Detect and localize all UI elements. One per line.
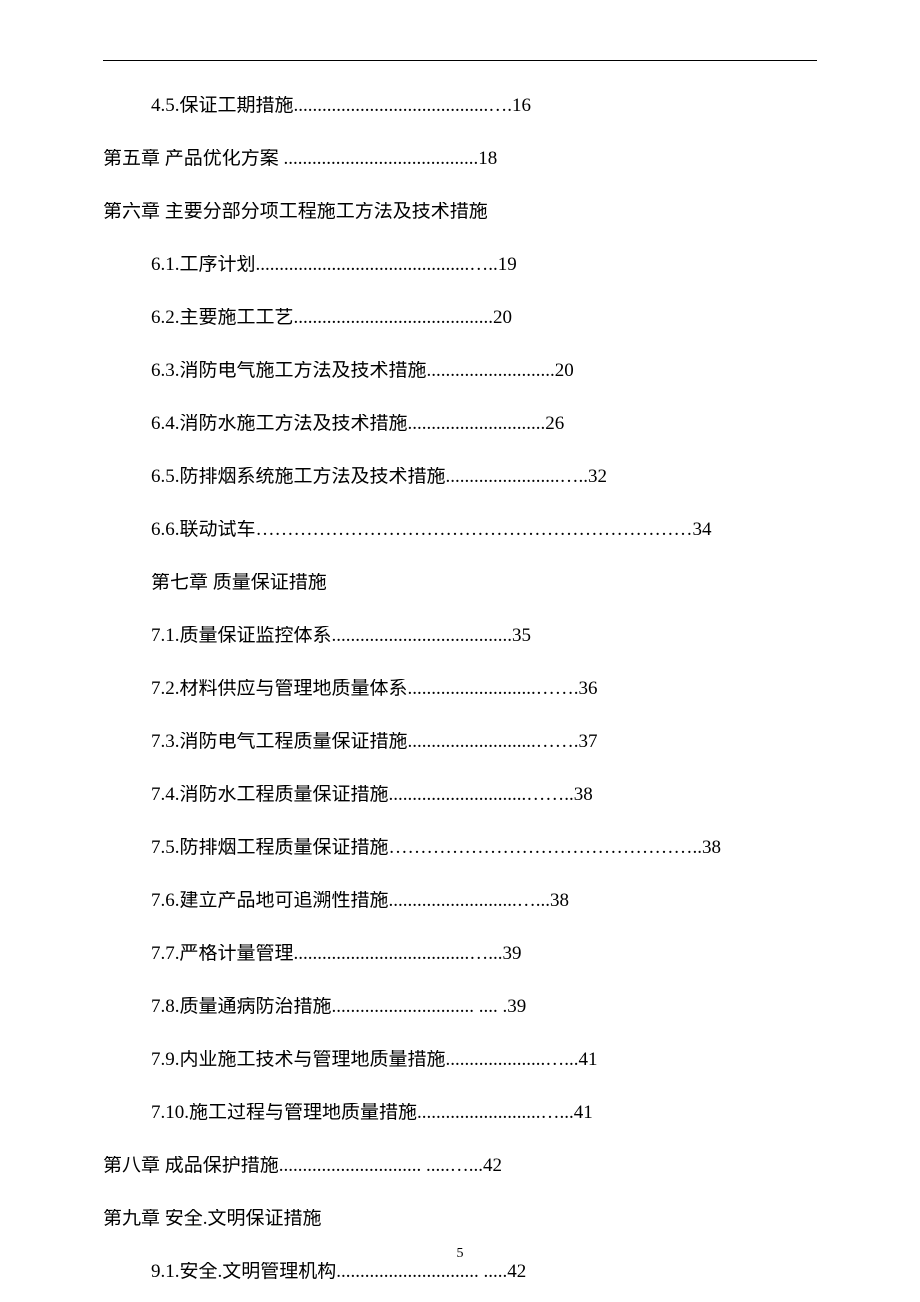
toc-entry: 7.5.防排烟工程质量保证措施…………………………………………..38 <box>103 838 817 857</box>
toc-entry: 7.1.质量保证监控体系............................… <box>103 626 817 645</box>
top-horizontal-rule <box>103 60 817 61</box>
toc-entry: 第八章 成品保护措施..............................… <box>103 1156 817 1175</box>
toc-entry: 7.3.消防电气工程质量保证措施........................… <box>103 732 817 751</box>
table-of-contents: 4.5.保证工期措施..............................… <box>103 96 817 1281</box>
toc-entry: 7.9.内业施工技术与管理地质量措施.....................…… <box>103 1050 817 1069</box>
toc-entry: 7.10.施工过程与管理地质量措施.......................… <box>103 1103 817 1122</box>
toc-entry: 4.5.保证工期措施..............................… <box>103 96 817 115</box>
toc-entry: 6.2.主要施工工艺..............................… <box>103 308 817 327</box>
toc-entry: 第六章 主要分部分项工程施工方法及技术措施 <box>103 202 817 221</box>
toc-entry: 6.1.工序计划................................… <box>103 255 817 274</box>
toc-entry: 6.6.联动试车……………………………………………………………34 <box>103 520 817 539</box>
toc-entry: 7.7.严格计量管理..............................… <box>103 944 817 963</box>
toc-entry: 9.1.安全.文明管理机构...........................… <box>103 1262 817 1281</box>
toc-entry: 7.2.材料供应与管理地质量体系........................… <box>103 679 817 698</box>
toc-entry: 6.3.消防电气施工方法及技术措施.......................… <box>103 361 817 380</box>
toc-entry: 7.6.建立产品地可追溯性措施.........................… <box>103 891 817 910</box>
page-number: 5 <box>0 1246 920 1262</box>
toc-entry: 7.8.质量通病防治措施............................… <box>103 997 817 1016</box>
page-container: 4.5.保证工期措施..............................… <box>0 0 920 1302</box>
toc-entry: 6.4.消防水施工方法及技术措施........................… <box>103 414 817 433</box>
toc-entry: 7.4.消防水工程质量保证措施.........................… <box>103 785 817 804</box>
toc-entry: 6.5.防排烟系统施工方法及技术措施......................… <box>103 467 817 486</box>
toc-entry: 第七章 质量保证措施 <box>103 573 817 592</box>
toc-entry: 第九章 安全.文明保证措施 <box>103 1209 817 1228</box>
toc-entry: 第五章 产品优化方案 .............................… <box>103 149 817 168</box>
